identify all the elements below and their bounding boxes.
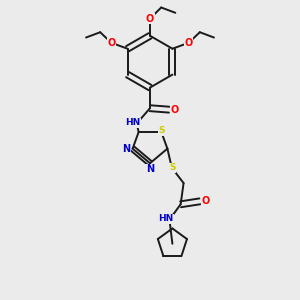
Text: HN: HN xyxy=(158,214,173,223)
Text: N: N xyxy=(146,164,154,174)
Text: O: O xyxy=(171,105,179,115)
Text: O: O xyxy=(202,196,210,206)
Text: O: O xyxy=(184,38,193,48)
Text: S: S xyxy=(169,163,176,172)
Text: HN: HN xyxy=(125,118,140,127)
Text: O: O xyxy=(146,14,154,24)
Text: N: N xyxy=(122,144,130,154)
Text: O: O xyxy=(107,38,116,48)
Text: S: S xyxy=(159,126,165,135)
